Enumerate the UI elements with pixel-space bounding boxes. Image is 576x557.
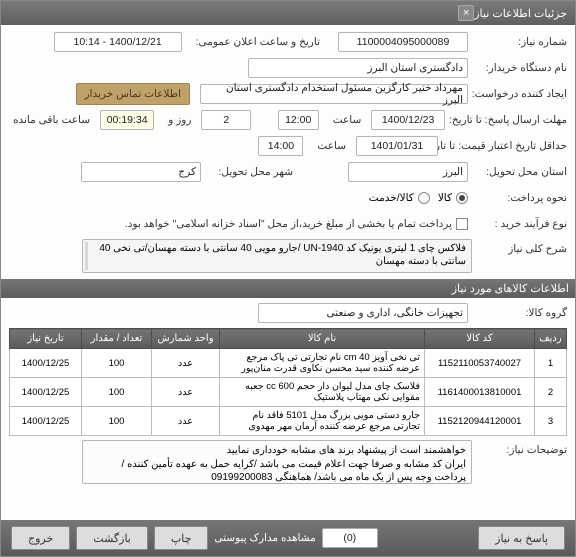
city-label: شهر محل تحویل:: [205, 166, 293, 178]
back-button[interactable]: بازگشت: [76, 526, 148, 550]
docs-count-pill: (0): [322, 528, 378, 548]
pay-kala-text: کالا: [438, 192, 452, 204]
contact-button[interactable]: اطلاعات تماس خریدار: [76, 83, 190, 105]
items-table: ردیف کد کالا نام کالا واحد شمارش تعداد /…: [9, 328, 567, 436]
cell: 1152110053740027: [425, 349, 535, 378]
desc-label: شرح کلی نیاز: [472, 239, 567, 255]
window: جزئیات اطلاعات نیاز × ۰۲۱–۸۹۶۱ شماره نیا…: [0, 0, 576, 557]
city-field: کرج: [81, 162, 201, 182]
description-box: فلاکس چای 1 لیتری یونیک کد UN-1940 /جارو…: [82, 239, 472, 273]
valid-label: حداقل تاریخ اعتبار قیمت: تا تاریخ:: [442, 140, 567, 152]
pay-label: نحوه پرداخت:: [472, 192, 567, 204]
cell: فلاسک چای مدل لیوان دار حجم 600 cc جعبه …: [220, 378, 425, 407]
table-row[interactable]: 2 1161400013810001 فلاسک چای مدل لیوان د…: [10, 378, 567, 407]
exit-button[interactable]: خروج: [11, 526, 70, 550]
province-field: البرز: [348, 162, 468, 182]
pub-dt-label: تاریخ و ساعت اعلان عمومی:: [196, 36, 320, 48]
cell: 1400/12/25: [10, 407, 82, 436]
deadline-time-field: 12:00: [278, 110, 319, 130]
print-button[interactable]: چاپ: [154, 526, 209, 550]
cell: 2: [535, 378, 567, 407]
col-qty: تعداد / مقدار: [82, 329, 152, 349]
group-field: تجهیزات خانگی، اداری و صنعتی: [258, 303, 468, 323]
need-no-label: شماره نیاز:: [472, 36, 567, 48]
purchase-checkbox[interactable]: پرداخت تمام یا بخشی از مبلغ خرید،از محل …: [121, 218, 468, 230]
days-field: 2: [201, 110, 251, 130]
cell: 1152120944120001: [425, 407, 535, 436]
cell: جارو دستی مویی بزرگ مدل 5101 فاقد نام تج…: [220, 407, 425, 436]
need-no-field: 1100004095000089: [338, 32, 468, 52]
content-area: ۰۲۱–۸۹۶۱ شماره نیاز: 1100004095000089 تا…: [1, 25, 575, 520]
requester-field: مهرداد ختیر کارگزین مسئول استخدام دادگست…: [200, 84, 468, 104]
cell: 1: [535, 349, 567, 378]
remaining-timer: 00:19:34: [100, 110, 154, 130]
cell: 1400/12/25: [10, 349, 82, 378]
purchase-label: نوع فرآیند خرید :: [472, 218, 567, 230]
radio-dot-icon: [418, 192, 430, 204]
deadline-date-field: 1400/12/23: [371, 110, 445, 130]
footer-bar: پاسخ به نیاز (0) مشاهده مدارک پیوستی چاپ…: [1, 520, 575, 556]
pub-dt-field: 1400/12/21 - 10:14: [54, 32, 182, 52]
cell: 3: [535, 407, 567, 436]
days-label: روز و: [168, 114, 191, 126]
answer-button[interactable]: پاسخ به نیاز: [478, 526, 565, 550]
deadline-label: مهلت ارسال پاسخ: تا تاریخ:: [449, 114, 567, 126]
table-row[interactable]: 1 1152110053740027 تی نخی آویز 40 cm نام…: [10, 349, 567, 378]
providers-text: خواهشمند است از پیشنهاد برند های مشابه خ…: [122, 445, 466, 483]
docs-label: مشاهده مدارک پیوستی: [214, 532, 315, 544]
pay-service-radio[interactable]: کالا/خدمت: [369, 192, 430, 204]
valid-date-field: 1401/01/31: [356, 136, 438, 156]
window-title: جزئیات اطلاعات نیاز: [474, 7, 567, 20]
buyer-label: نام دستگاه خریدار:: [472, 62, 567, 74]
requester-label: ایجاد کننده درخواست:: [472, 88, 567, 100]
table-header-row: ردیف کد کالا نام کالا واحد شمارش تعداد /…: [10, 329, 567, 349]
description-text: فلاکس چای 1 لیتری یونیک کد UN-1940 /جارو…: [99, 243, 466, 267]
cell: تی نخی آویز 40 cm نام تجارتی تی پاک مرجع…: [220, 349, 425, 378]
cell: عدد: [152, 349, 220, 378]
remain-label: ساعت باقی مانده: [13, 114, 90, 126]
cell: 100: [82, 407, 152, 436]
buyer-field: دادگستری استان البرز: [248, 58, 468, 78]
col-code: کد کالا: [425, 329, 535, 349]
pay-kala-radio[interactable]: کالا: [438, 192, 468, 204]
table-row[interactable]: 3 1152120944120001 جارو دستی مویی بزرگ م…: [10, 407, 567, 436]
province-label: استان محل تحویل:: [472, 166, 567, 178]
close-icon[interactable]: ×: [458, 5, 474, 21]
radio-dot-icon: [456, 192, 468, 204]
section-header: اطلاعات کالاهای مورد نیاز: [1, 279, 575, 298]
cell: 1161400013810001: [425, 378, 535, 407]
checkbox-icon: [456, 218, 468, 230]
titlebar: جزئیات اطلاعات نیاز ×: [1, 1, 575, 25]
group-label: گروه کالا:: [472, 307, 567, 319]
providers-box: خواهشمند است از پیشنهاد برند های مشابه خ…: [82, 440, 472, 484]
col-index: ردیف: [535, 329, 567, 349]
col-name: نام کالا: [220, 329, 425, 349]
valid-time-label: ساعت: [317, 140, 346, 152]
cell: عدد: [152, 407, 220, 436]
col-date: تاریخ نیاز: [10, 329, 82, 349]
docs-counter: (0) مشاهده مدارک پیوستی: [214, 528, 377, 548]
purchase-note: پرداخت تمام یا بخشی از مبلغ خرید،از محل …: [125, 218, 452, 230]
valid-time-field: 14:00: [258, 136, 303, 156]
col-unit: واحد شمارش: [152, 329, 220, 349]
cell: 100: [82, 349, 152, 378]
pay-service-text: کالا/خدمت: [369, 192, 414, 204]
providers-label: توضیحات نیاز:: [472, 440, 567, 456]
cell: 100: [82, 378, 152, 407]
deadline-time-label: ساعت: [333, 114, 362, 126]
cell: عدد: [152, 378, 220, 407]
cell: 1400/12/25: [10, 378, 82, 407]
